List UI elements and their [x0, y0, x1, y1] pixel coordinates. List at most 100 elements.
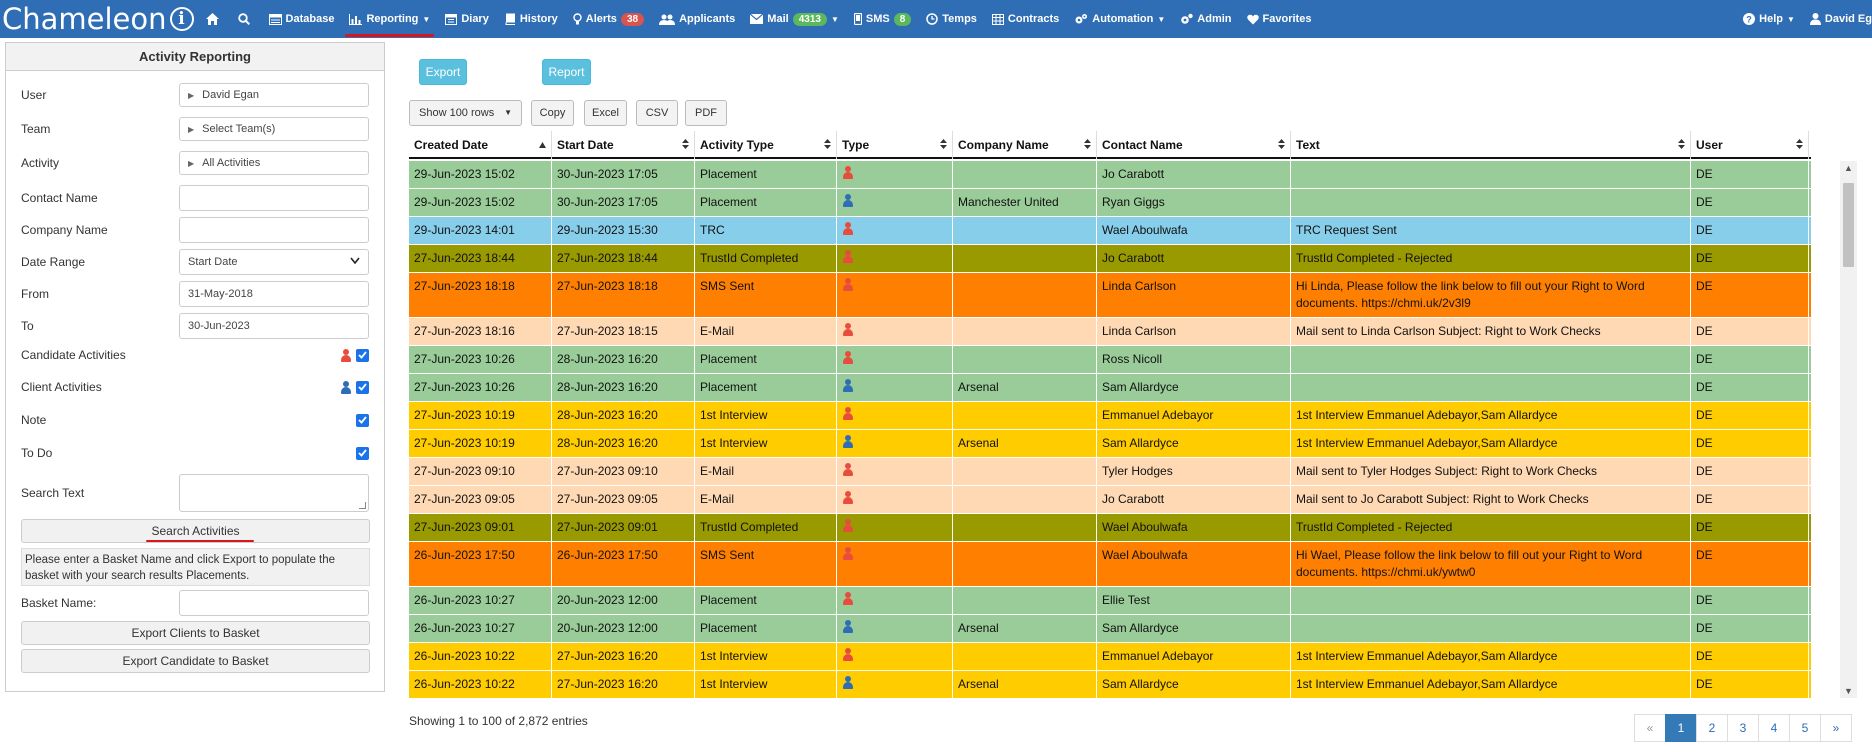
nav-user[interactable]: David Eg [1809, 0, 1872, 38]
table-row[interactable]: 26-Jun-2023 10:27 20-Jun-2023 12:00 Placem… [409, 587, 1811, 615]
nav-item-diary[interactable]: Diary [445, 0, 489, 38]
table-row[interactable]: 27-Jun-2023 10:26 28-Jun-2023 16:20 Placem… [409, 374, 1811, 402]
table-scrollbar[interactable]: ▲ ▼ [1840, 161, 1857, 698]
basket-name-input[interactable] [179, 590, 369, 616]
nav-item-home[interactable] [205, 0, 223, 38]
team-select[interactable]: ▶ Select Team(s) [179, 117, 369, 141]
column-header-company-name[interactable]: Company Name [953, 131, 1097, 159]
search-text-input[interactable] [179, 474, 369, 512]
excel-button[interactable]: Excel [584, 100, 627, 126]
date-range-select[interactable]: Start Date [179, 249, 369, 275]
table-row[interactable]: 29-Jun-2023 15:02 30-Jun-2023 17:05 Placem… [409, 189, 1811, 217]
nav-item-automation[interactable]: Automation ▼ [1074, 0, 1165, 38]
page-button[interactable]: 2 [1696, 714, 1728, 742]
column-header-type[interactable]: Type [837, 131, 953, 159]
table-row[interactable]: 26-Jun-2023 10:22 27-Jun-2023 16:20 1st In… [409, 671, 1811, 699]
page-button[interactable]: 5 [1789, 714, 1821, 742]
table-row[interactable]: 27-Jun-2023 10:26 28-Jun-2023 16:20 Placem… [409, 346, 1811, 374]
nav-item-favorites[interactable]: Favorites [1246, 0, 1311, 38]
activity-select[interactable]: ▶ All Activities [179, 151, 369, 175]
note-row: Note [21, 413, 369, 427]
contact-name-input[interactable] [179, 185, 369, 211]
search-activities-button[interactable]: Search Activities [21, 519, 370, 543]
report-button[interactable]: Report [542, 59, 591, 85]
cell-company [953, 161, 1097, 188]
column-header-text[interactable]: Text [1291, 131, 1691, 159]
table-row[interactable]: 27-Jun-2023 18:44 27-Jun-2023 18:44 TrustI… [409, 245, 1811, 273]
table-row[interactable]: 27-Jun-2023 09:05 27-Jun-2023 09:05 E-Mail… [409, 486, 1811, 514]
cell-company [953, 643, 1097, 670]
table-row[interactable]: 27-Jun-2023 18:18 27-Jun-2023 18:18 SMS Se… [409, 273, 1811, 318]
column-header-start-date[interactable]: Start Date [552, 131, 695, 159]
nav-item-history[interactable]: History [504, 0, 558, 38]
column-header-contact-name[interactable]: Contact Name [1097, 131, 1291, 159]
table-row[interactable]: 27-Jun-2023 09:01 27-Jun-2023 09:01 TrustI… [409, 514, 1811, 542]
export-clients-button[interactable]: Export Clients to Basket [21, 621, 370, 645]
scroll-down-icon[interactable]: ▼ [1844, 686, 1853, 696]
candidate-activities-checkbox[interactable] [356, 348, 369, 362]
table-row[interactable]: 26-Jun-2023 10:27 20-Jun-2023 12:00 Placem… [409, 615, 1811, 643]
client-activities-checkbox[interactable] [356, 380, 369, 394]
prev-page-button[interactable]: « [1634, 714, 1666, 742]
table-row[interactable]: 26-Jun-2023 17:50 26-Jun-2023 17:50 SMS Se… [409, 542, 1811, 587]
nav-item-label: Database [285, 13, 335, 25]
company-name-input[interactable] [179, 217, 369, 243]
candidate-icon [842, 648, 854, 661]
nav-item-sms[interactable]: SMS 8 [853, 0, 912, 38]
table-row[interactable]: 26-Jun-2023 10:22 27-Jun-2023 16:20 1st In… [409, 643, 1811, 671]
nav-item-alerts[interactable]: Alerts 38 [573, 0, 645, 38]
scroll-thumb[interactable] [1843, 183, 1854, 267]
table-row[interactable]: 27-Jun-2023 10:19 28-Jun-2023 16:20 1st In… [409, 402, 1811, 430]
copy-button[interactable]: Copy [531, 100, 574, 126]
sort-icon [940, 139, 947, 151]
scroll-up-icon[interactable]: ▲ [1844, 163, 1853, 173]
nav-item-search[interactable] [237, 0, 254, 38]
search-icon [237, 13, 250, 25]
page-button[interactable]: 1 [1665, 714, 1697, 742]
user-select[interactable]: ▶ David Egan [179, 83, 369, 107]
show-rows-select[interactable]: Show 100 rows ▼ [409, 100, 522, 126]
export-candidate-button[interactable]: Export Candidate to Basket [21, 649, 370, 673]
to-date-input[interactable]: 30-Jun-2023 [179, 313, 369, 339]
gear-icon [1180, 13, 1193, 25]
table-row[interactable]: 29-Jun-2023 15:02 30-Jun-2023 17:05 Placem… [409, 161, 1811, 189]
cell-created: 29-Jun-2023 15:02 [409, 161, 552, 188]
page-button[interactable]: 3 [1727, 714, 1759, 742]
cell-company: Arsenal [953, 671, 1097, 698]
from-date-input[interactable]: 31-May-2018 [179, 281, 369, 307]
csv-button[interactable]: CSV [636, 100, 678, 126]
column-header-user[interactable]: User [1691, 131, 1809, 159]
table-row[interactable]: 29-Jun-2023 14:01 29-Jun-2023 15:30 TRC Wae… [409, 217, 1811, 245]
nav-item-contracts[interactable]: Contracts [991, 0, 1059, 38]
nav-item-applicants[interactable]: Applicants [659, 0, 735, 38]
nav-help[interactable]: ? Help ▼ [1743, 0, 1795, 38]
app-logo[interactable]: Chameleon i [0, 0, 194, 38]
cell-start: 27-Jun-2023 16:20 [552, 643, 695, 670]
client-activities-label: Client Activities [21, 380, 102, 394]
pdf-button[interactable]: PDF [685, 100, 727, 126]
page-button[interactable]: 4 [1758, 714, 1790, 742]
chart-icon [349, 13, 363, 25]
nav-item-database[interactable]: Database [268, 0, 335, 38]
candidate-icon [340, 348, 352, 362]
cell-created: 27-Jun-2023 09:10 [409, 458, 552, 485]
column-header-activity-type[interactable]: Activity Type [695, 131, 837, 159]
nav-item-admin[interactable]: Admin [1180, 0, 1232, 38]
nav-item-temps[interactable]: Temps [926, 0, 977, 38]
todo-checkbox[interactable] [356, 446, 369, 460]
cell-created: 27-Jun-2023 18:16 [409, 318, 552, 345]
column-header-created-date[interactable]: Created Date [409, 131, 552, 159]
next-page-button[interactable]: » [1820, 714, 1852, 742]
nav-item-reporting[interactable]: Reporting ▼ [345, 0, 435, 38]
cell-activity: Placement [695, 189, 837, 216]
note-checkbox[interactable] [356, 413, 369, 427]
table-row[interactable]: 27-Jun-2023 10:19 28-Jun-2023 16:20 1st In… [409, 430, 1811, 458]
table-row[interactable]: 27-Jun-2023 09:10 27-Jun-2023 09:10 E-Mail… [409, 458, 1811, 486]
basket-info-text: Please enter a Basket Name and click Exp… [21, 548, 370, 586]
table-row[interactable]: 27-Jun-2023 18:16 27-Jun-2023 18:15 E-Mail… [409, 318, 1811, 346]
nav-item-mail[interactable]: Mail 4313 ▼ [750, 0, 839, 38]
basket-name-label: Basket Name: [21, 596, 97, 610]
cell-company: Arsenal [953, 430, 1097, 457]
export-button[interactable]: Export [419, 59, 467, 85]
cell-company [953, 587, 1097, 614]
